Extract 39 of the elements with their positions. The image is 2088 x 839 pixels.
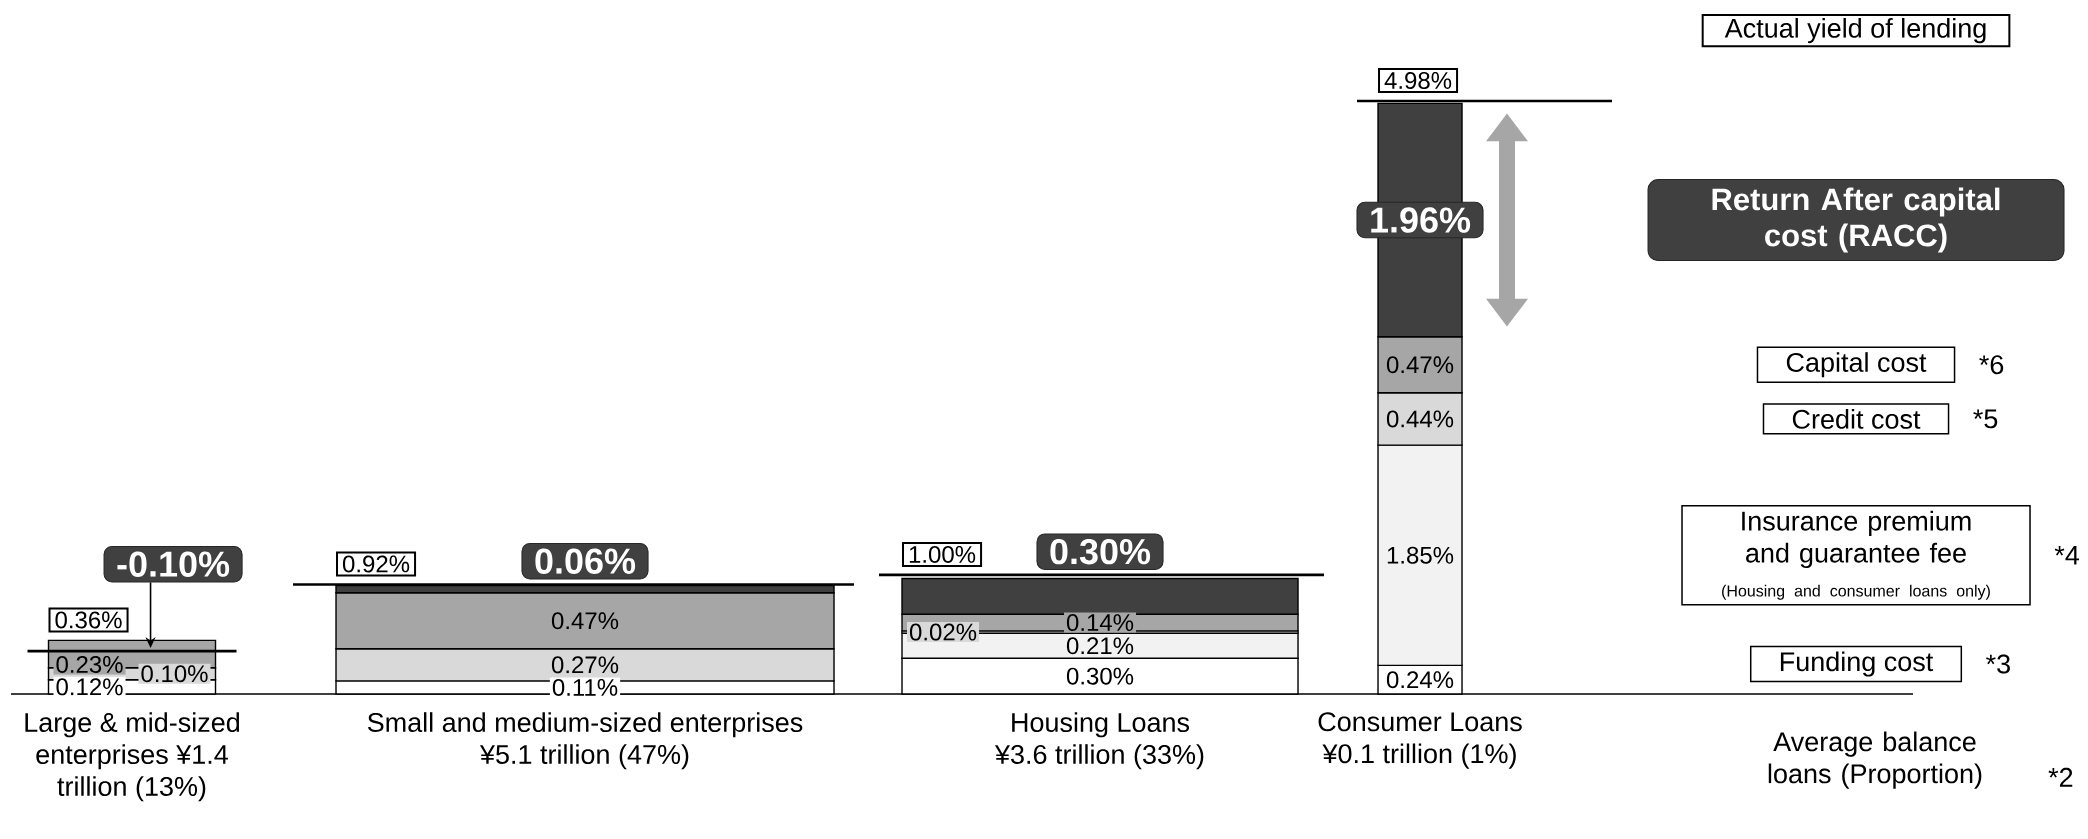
text: Actual yield of lending bbox=[1724, 17, 1986, 44]
data-label: 0.30% bbox=[1066, 667, 1134, 685]
data-label: 1.96% bbox=[1371, 207, 1471, 233]
data-label: 0.11% bbox=[552, 678, 618, 696]
text: Insurance premium and guarantee fee bbox=[1742, 510, 1971, 568]
text: Capital cost bbox=[1786, 352, 1927, 378]
data-label: 0.24% bbox=[1386, 671, 1454, 689]
data-label: 0.47% bbox=[551, 612, 619, 630]
text: *3 bbox=[1986, 654, 2010, 674]
ref-line-label: 1.00% bbox=[909, 545, 976, 563]
x-tick-label: Consumer Loans ¥0.1 trillion (1%) bbox=[1318, 712, 1522, 769]
data-label: 0.47% bbox=[1386, 356, 1454, 374]
text: *4 bbox=[2054, 545, 2080, 565]
data-label: 1.85% bbox=[1387, 546, 1454, 564]
data-label: 0.27% bbox=[551, 656, 619, 674]
x-tick-label: Large & mid-sized enterprises ¥1.4 trillion (13%) bbox=[25, 712, 240, 802]
data-label: 0.12% bbox=[56, 678, 123, 696]
text: *6 bbox=[1979, 355, 2004, 375]
ref-line-label: 0.92% bbox=[342, 555, 410, 573]
x-tick-label: Housing Loans ¥3.6 trillion (33%) bbox=[994, 712, 1204, 770]
data-label: 0.10% bbox=[141, 665, 208, 683]
ref-line-label: 0.36% bbox=[55, 611, 122, 629]
data-label: 0.30% bbox=[1050, 538, 1151, 565]
data-label: 0.21% bbox=[1066, 637, 1134, 655]
data-label: 0.44% bbox=[1386, 410, 1454, 428]
text: *5 bbox=[1973, 409, 1998, 429]
text: *2 bbox=[2048, 767, 2073, 787]
x-tick-label: Small and medium-sized enterprises ¥5.1 trillion (47%) bbox=[367, 712, 803, 770]
annotation: (Housing and consumer loans only) bbox=[1722, 584, 1990, 600]
data-label: 0.06% bbox=[535, 548, 636, 574]
data-label: 0.14% bbox=[1066, 614, 1134, 632]
x-axis-title: Average balance loans (Proportion) bbox=[1768, 731, 1982, 789]
text: Return After capital cost (RACC) bbox=[1712, 187, 2000, 253]
ref-line-label: 4.98% bbox=[1384, 72, 1452, 89]
text: Funding cost bbox=[1780, 651, 1934, 677]
annotation: -0.10% bbox=[117, 551, 230, 577]
text: Credit cost bbox=[1792, 409, 1921, 429]
data-label: 0.02% bbox=[909, 623, 977, 641]
data-label: 0.23% bbox=[56, 655, 123, 673]
